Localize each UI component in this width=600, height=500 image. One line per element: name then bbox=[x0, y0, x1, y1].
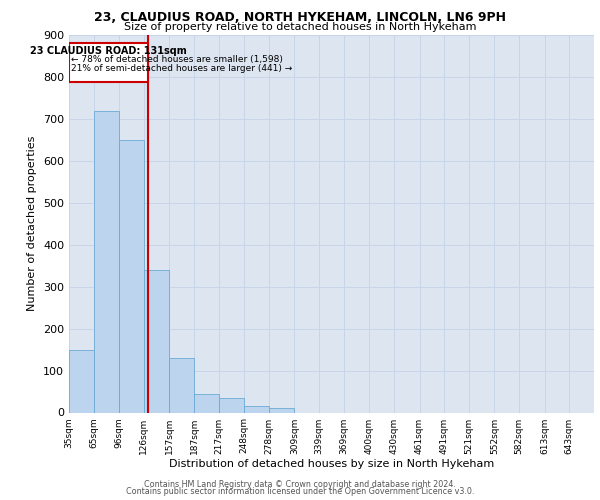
Text: 21% of semi-detached houses are larger (441) →: 21% of semi-detached houses are larger (… bbox=[71, 64, 292, 72]
Bar bbox=[194, 394, 219, 412]
Bar bbox=[219, 398, 244, 412]
Bar bbox=[169, 358, 194, 412]
Text: Contains public sector information licensed under the Open Government Licence v3: Contains public sector information licen… bbox=[126, 487, 474, 496]
Bar bbox=[269, 408, 295, 412]
Bar bbox=[94, 110, 119, 412]
Bar bbox=[119, 140, 144, 412]
Text: 23, CLAUDIUS ROAD, NORTH HYKEHAM, LINCOLN, LN6 9PH: 23, CLAUDIUS ROAD, NORTH HYKEHAM, LINCOL… bbox=[94, 11, 506, 24]
Text: Size of property relative to detached houses in North Hykeham: Size of property relative to detached ho… bbox=[124, 22, 476, 32]
FancyBboxPatch shape bbox=[69, 44, 148, 82]
X-axis label: Distribution of detached houses by size in North Hykeham: Distribution of detached houses by size … bbox=[169, 460, 494, 469]
Text: Contains HM Land Registry data © Crown copyright and database right 2024.: Contains HM Land Registry data © Crown c… bbox=[144, 480, 456, 489]
Text: 23 CLAUDIUS ROAD: 131sqm: 23 CLAUDIUS ROAD: 131sqm bbox=[30, 46, 187, 56]
Bar bbox=[69, 350, 94, 412]
Text: ← 78% of detached houses are smaller (1,598): ← 78% of detached houses are smaller (1,… bbox=[71, 55, 283, 64]
Bar bbox=[144, 270, 169, 412]
Bar bbox=[244, 406, 269, 412]
Y-axis label: Number of detached properties: Number of detached properties bbox=[28, 136, 37, 312]
